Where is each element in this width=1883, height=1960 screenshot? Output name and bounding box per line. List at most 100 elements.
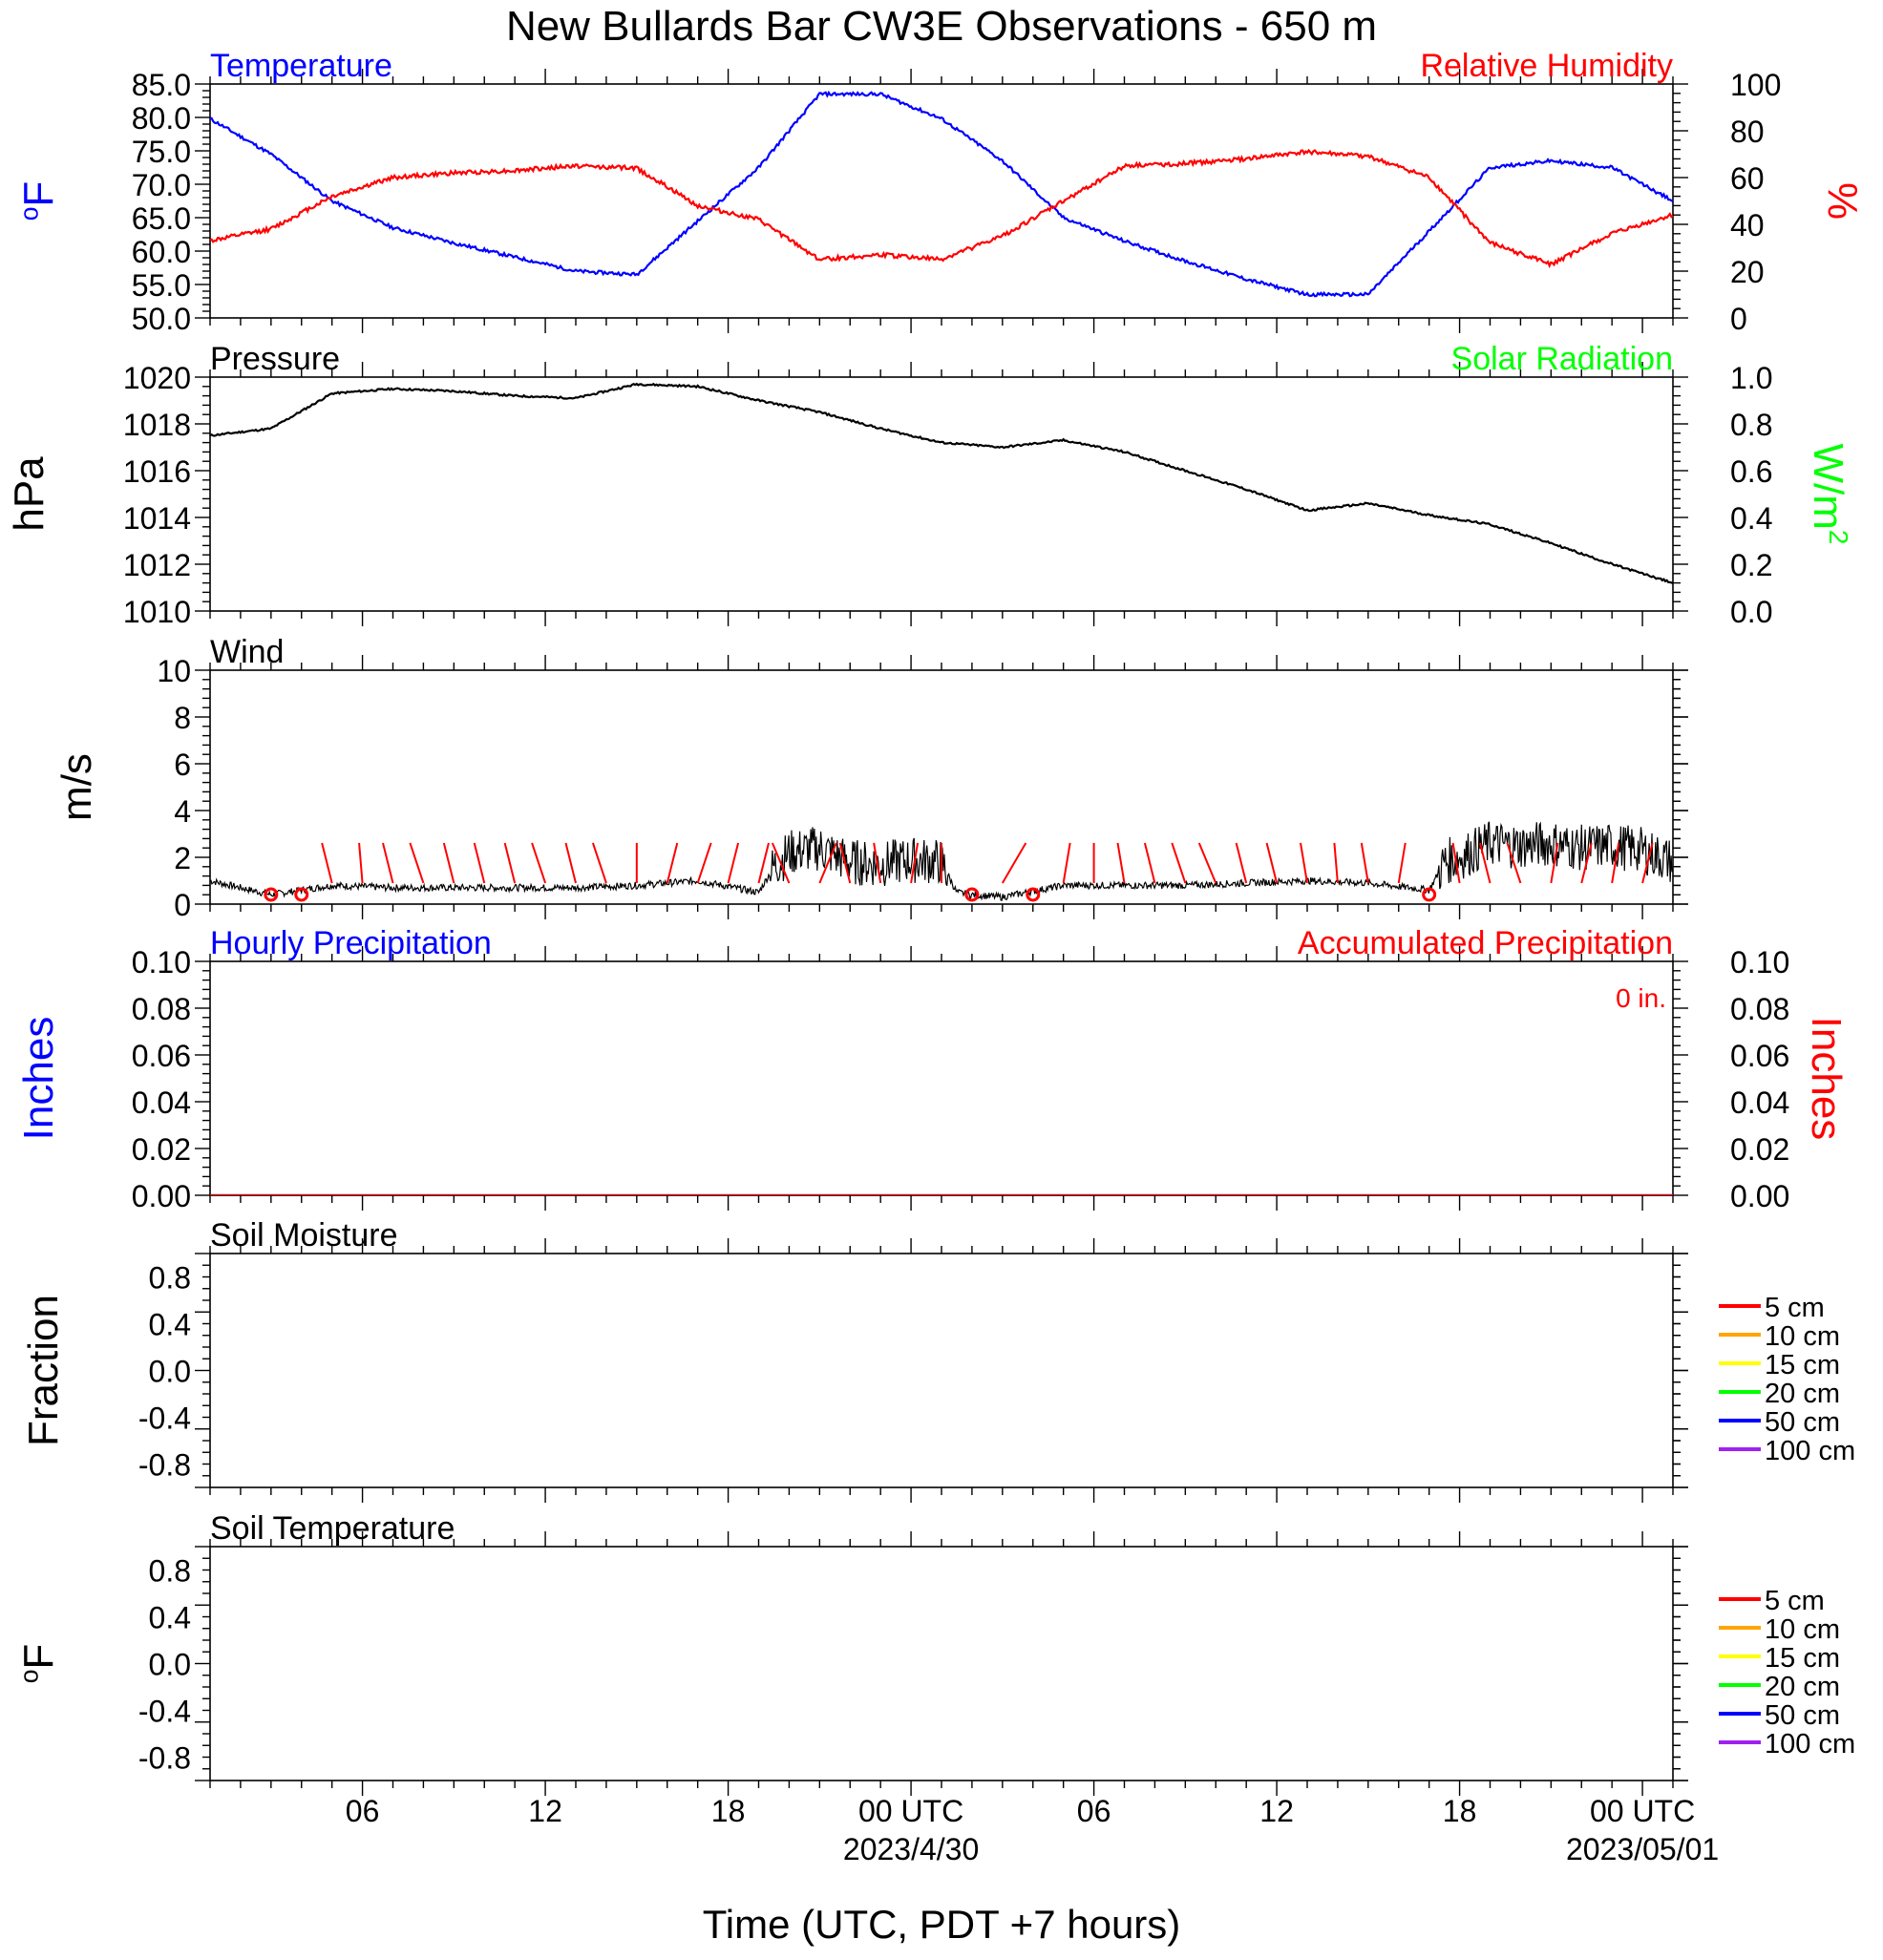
y-tick-label-right: 0.08 <box>1730 992 1789 1026</box>
x-axis-label: Time (UTC, PDT +7 hours) <box>703 1902 1181 1947</box>
y-tick-label-left: 80.0 <box>132 101 191 136</box>
y-tick-label-left: 0.8 <box>149 1261 191 1296</box>
y-tick-label-left: -0.8 <box>138 1448 191 1483</box>
panel-title-right: Accumulated Precipitation <box>1298 925 1673 961</box>
y-tick-label-left: 1012 <box>123 548 191 582</box>
x-tick-label: 00 UTC <box>1590 1794 1695 1828</box>
y-tick-label-left: 1010 <box>123 595 191 629</box>
y-axis-title-left: oF <box>15 1644 62 1684</box>
wind-barb <box>1550 842 1559 884</box>
calm-wind-circle <box>964 887 980 902</box>
wind-barb <box>358 842 364 884</box>
calm-wind-circle <box>1026 887 1041 902</box>
x-tick-label: 18 <box>1443 1794 1477 1828</box>
y-tick-label-left: 60.0 <box>132 235 191 269</box>
y-tick-label-left: 0.8 <box>149 1554 191 1589</box>
y-tick-label-right: 80 <box>1730 115 1765 149</box>
legend-label: 5 cm <box>1765 1586 1825 1616</box>
legend-label: 5 cm <box>1765 1293 1825 1323</box>
y-tick-label-left: 0.04 <box>132 1085 191 1120</box>
y-tick-label-right: 0.04 <box>1730 1085 1789 1120</box>
y-tick-label-left: 55.0 <box>132 268 191 303</box>
wind-barb <box>1171 842 1187 884</box>
wind-barb <box>771 842 791 884</box>
legend-label: 15 cm <box>1765 1643 1840 1674</box>
wind-barb <box>1580 842 1593 884</box>
wind-barb <box>321 842 333 884</box>
y-tick-label-left: 0 <box>174 888 191 922</box>
y-tick-label-right: 0.02 <box>1730 1132 1789 1167</box>
y-tick-label-left: 2 <box>174 841 191 875</box>
legend-label: 20 cm <box>1765 1672 1840 1702</box>
y-tick-label-left: 0.0 <box>149 1648 191 1682</box>
y-tick-label-left: -0.8 <box>138 1741 191 1776</box>
wind-barb <box>818 842 837 884</box>
y-axis-title-right: W/m2 <box>1805 444 1853 545</box>
y-tick-label-right: 0.0 <box>1730 595 1772 629</box>
y-axis-title-left: m/s <box>53 753 100 821</box>
y-tick-label-left: 1016 <box>123 454 191 489</box>
y-tick-label-left: 0.02 <box>132 1132 191 1167</box>
y-tick-label-left: 70.0 <box>132 168 191 202</box>
wind-barb <box>1001 842 1027 884</box>
wind-barb <box>1143 842 1156 884</box>
wind-barb <box>1300 842 1308 884</box>
wind-barb <box>666 842 679 884</box>
wind-barb <box>503 842 517 884</box>
legend-label: 10 cm <box>1765 1614 1840 1645</box>
y-tick-label-left: 0.00 <box>132 1179 191 1213</box>
y-tick-label-left: 6 <box>174 748 191 782</box>
x-date-label: 2023/4/30 <box>843 1832 979 1866</box>
wind-barb <box>1265 842 1279 884</box>
wind-barb <box>727 842 740 884</box>
precip-total-annotation: 0 in. <box>1616 983 1666 1013</box>
wind-barb <box>591 842 607 884</box>
wind-barb <box>1360 842 1369 884</box>
y-axis-title-left: oF <box>15 181 62 221</box>
wind-barb <box>1451 842 1461 884</box>
panel-title-right: Solar Radiation <box>1451 341 1673 377</box>
wind-barb <box>1611 842 1620 884</box>
y-tick-label-left: 1018 <box>123 408 191 442</box>
x-tick-label: 06 <box>346 1794 380 1828</box>
legend-label: 10 cm <box>1765 1321 1840 1352</box>
y-tick-label-left: 1014 <box>123 501 191 536</box>
y-tick-label-right: 20 <box>1730 255 1765 289</box>
wind-barb <box>1235 842 1248 884</box>
wind-barb <box>873 842 882 884</box>
y-axis-title-left: hPa <box>6 456 53 532</box>
y-tick-label-left: 8 <box>174 701 191 735</box>
y-tick-label-right: 100 <box>1730 68 1781 102</box>
y-tick-label-left: 0.0 <box>149 1355 191 1389</box>
y-tick-label-left: 65.0 <box>132 201 191 236</box>
x-tick-label: 12 <box>1259 1794 1294 1828</box>
y-tick-label-right: 0 <box>1730 302 1747 336</box>
legend-label: 100 cm <box>1765 1436 1855 1466</box>
panel-precip: 0.00 0.02 0.04 0.06 0.08 0.10 0.00 0.02 0.04 0.06… <box>15 925 1850 1213</box>
y-tick-label-right: 0.4 <box>1730 501 1772 536</box>
y-tick-label-right: 0.8 <box>1730 408 1772 442</box>
wind-barb <box>1197 842 1217 884</box>
wind-barb <box>564 842 577 884</box>
wind-barb <box>1062 842 1071 884</box>
x-axis: 06 12 18 00 UTC 2023/4/30 06 12 18 00 UTC 2023/05… <box>346 1794 1719 1866</box>
y-tick-label-right: 0.10 <box>1730 945 1789 980</box>
calm-wind-circle <box>1422 887 1437 902</box>
series-line-temperature <box>210 90 1673 298</box>
wind-barb <box>838 842 852 884</box>
x-tick-label: 06 <box>1077 1794 1111 1828</box>
wind-barb <box>442 842 455 884</box>
x-date-label: 2023/05/01 <box>1566 1832 1719 1866</box>
wind-barb <box>757 842 770 884</box>
y-tick-label-right: 0.06 <box>1730 1039 1789 1073</box>
y-tick-label-right: 60 <box>1730 161 1765 196</box>
panel-title-left: Soil Moisture <box>210 1217 398 1254</box>
x-tick-label: 12 <box>528 1794 562 1828</box>
wind-barb <box>382 842 394 884</box>
y-tick-label-left: 0.06 <box>132 1039 191 1073</box>
legend-label: 100 cm <box>1765 1729 1855 1760</box>
panel-wind: 0 2 4 6 8 10 Wind m/s <box>53 634 1688 922</box>
